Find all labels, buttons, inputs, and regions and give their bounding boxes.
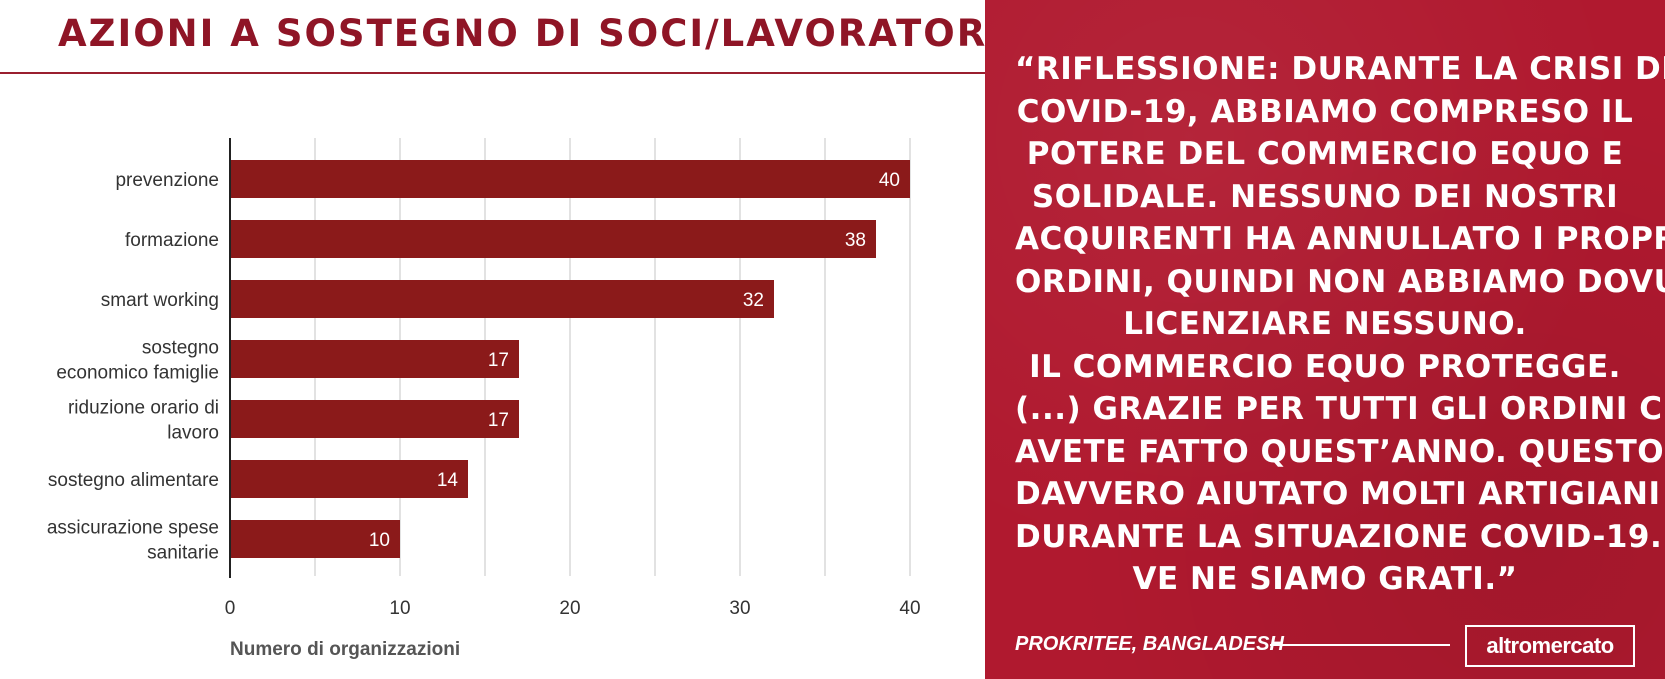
bar-chart: 40 prevenzione 38 formazione 32 smart working… (47, 138, 921, 660)
quote-panel: “RIFLESSIONE: DURANTE LA CRISI DEL COVID-… (985, 0, 1665, 679)
quote-line: ACQUIRENTI HA ANNULLATO I PROPRI (1015, 221, 1665, 257)
quote-line: LICENZIARE NESSUNO. (1123, 306, 1527, 342)
quote-line: VE NE SIAMO GRATI.” (1132, 561, 1518, 597)
value-label: 32 (743, 290, 764, 311)
value-label: 14 (437, 470, 459, 491)
logo-text: altromercato (1486, 633, 1614, 658)
category-label: lavoro (167, 423, 219, 444)
category-label: economico famiglie (56, 363, 219, 384)
value-label: 17 (488, 350, 509, 371)
altromercato-logo: altromercato (1465, 625, 1635, 667)
x-axis-title: Numero di organizzazioni (230, 639, 460, 660)
category-label: prevenzione (115, 170, 219, 191)
value-label: 38 (845, 230, 866, 251)
quote-line: “RIFLESSIONE: DURANTE LA CRISI DEL (1015, 51, 1665, 87)
quote-line: (...) GRAZIE PER TUTTI GLI ORDINI CHE (1015, 391, 1665, 427)
value-label: 17 (488, 410, 509, 431)
quote-line: DAVVERO AIUTATO MOLTI ARTIGIANI (1015, 476, 1661, 512)
category-label: sanitarie (147, 543, 219, 564)
quote-line: COVID-19, ABBIAMO COMPRESO IL (1016, 93, 1634, 130)
x-tick-label: 0 (225, 598, 236, 619)
page-title: AZIONI A SOSTEGNO DI SOCI/LAVORATORI (58, 12, 1003, 55)
bar (230, 220, 876, 258)
category-label: assicurazione spese (47, 518, 219, 539)
bar (230, 160, 910, 198)
quote-attribution: PROKRITEE, BANGLADESH (1015, 633, 1284, 655)
category-label: smart working (101, 290, 219, 311)
bar (230, 280, 774, 318)
quote-line: ORDINI, QUINDI NON ABBIAMO DOVUTO (1015, 263, 1665, 300)
attribution-divider (1270, 644, 1450, 646)
x-tick-label: 20 (559, 598, 580, 619)
category-label: riduzione orario di (68, 398, 219, 419)
quote-line: AVETE FATTO QUEST’ANNO. QUESTO HA (1015, 433, 1665, 470)
value-label: 40 (879, 170, 900, 191)
quote-line: POTERE DEL COMMERCIO EQUO E (1026, 136, 1624, 172)
value-label: 10 (369, 530, 390, 551)
quote-line: SOLIDALE. NESSUNO DEI NOSTRI (1031, 178, 1619, 215)
bar (230, 340, 519, 378)
category-label: sostegno alimentare (48, 470, 219, 491)
chart-panel: AZIONI A SOSTEGNO DI SOCI/LAVORATORI 40 p… (0, 12, 1001, 660)
title-divider (0, 72, 985, 74)
x-tick-label: 10 (389, 598, 410, 619)
x-tick-label: 40 (899, 598, 920, 619)
category-label: formazione (125, 230, 219, 251)
bar (230, 520, 400, 558)
x-tick-label: 30 (729, 598, 750, 619)
quote-line: DURANTE LA SITUAZIONE COVID-19. (1015, 518, 1663, 555)
testimonial-quote: “RIFLESSIONE: DURANTE LA CRISI DEL COVID-… (1015, 48, 1665, 601)
bar (230, 400, 519, 438)
quote-line: IL COMMERCIO EQUO PROTEGGE. (1029, 348, 1621, 385)
bar (230, 460, 468, 498)
category-label: sostegno (142, 338, 219, 359)
